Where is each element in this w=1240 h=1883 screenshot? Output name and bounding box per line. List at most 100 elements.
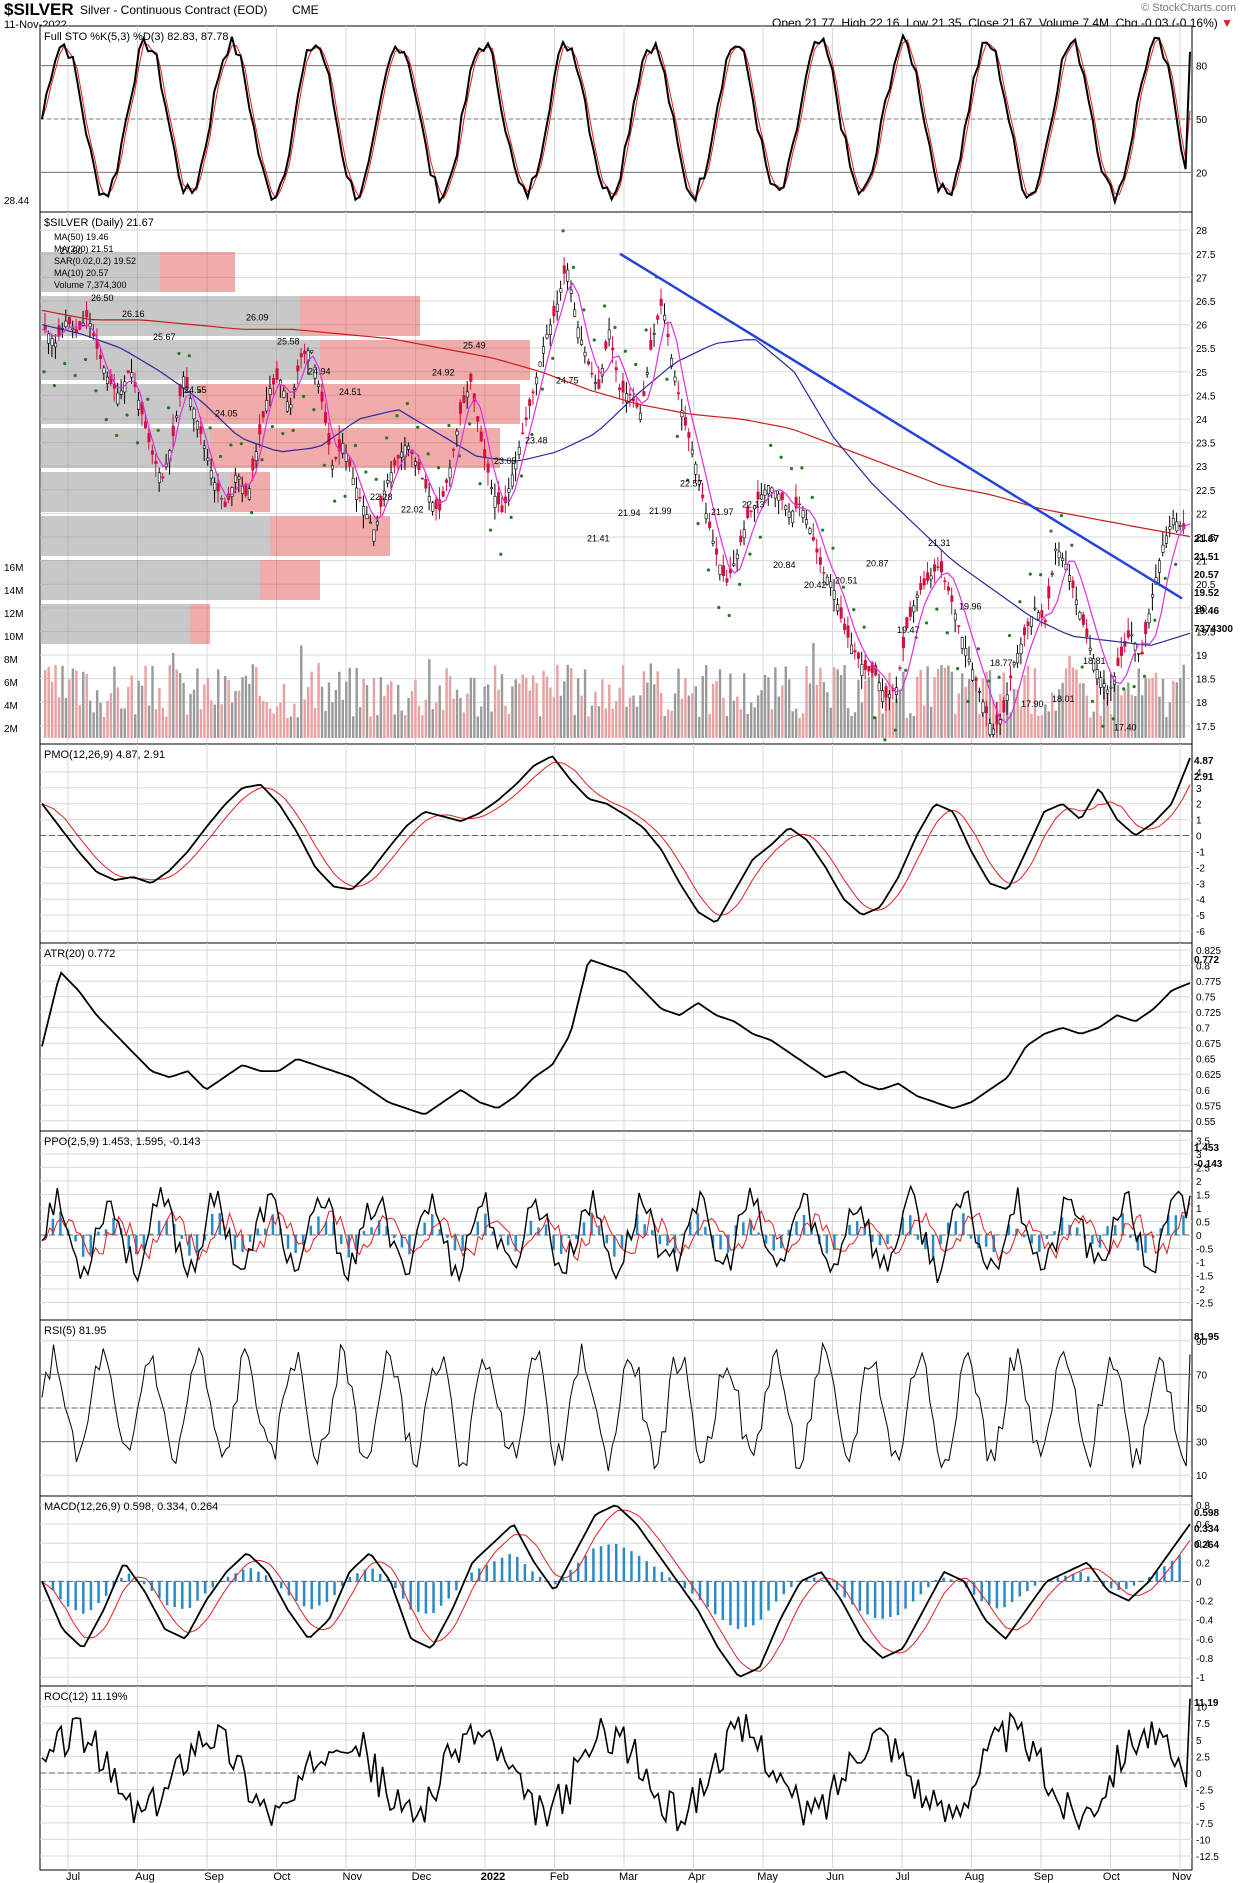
macd-histogram-bar [1132, 1581, 1136, 1586]
volume-bar [874, 716, 877, 738]
atr-tick-label: 0.8 [1196, 962, 1210, 973]
candle-body [334, 456, 338, 459]
macd-histogram-bar [752, 1581, 755, 1626]
volume-bar [673, 693, 677, 738]
candle-body [981, 701, 985, 714]
macd-histogram-bar [295, 1581, 298, 1601]
volume-bar [853, 712, 857, 738]
volume-bar [864, 680, 867, 738]
candle-body [604, 341, 608, 349]
macd-histogram-bar [1064, 1575, 1067, 1582]
volume-bar [348, 667, 351, 738]
macd-right-label: 0.264 [1194, 1540, 1219, 1551]
volume-bar [722, 698, 725, 738]
candle-body [1099, 677, 1103, 688]
candle-body [362, 506, 366, 516]
volume-bar [386, 684, 389, 738]
volume-bar [282, 683, 286, 738]
volume-bar [310, 671, 313, 738]
volume-bar [265, 701, 268, 738]
candle-body [1144, 621, 1148, 635]
price-annotation: 24.92 [432, 368, 455, 378]
candle-body [85, 310, 89, 318]
ppo-histogram-bar [1053, 1231, 1056, 1235]
volume-bar [473, 677, 476, 738]
candle-body [548, 324, 552, 335]
sar-dot [810, 495, 814, 499]
sar-dot [945, 631, 949, 635]
volume-bar [286, 717, 289, 738]
ppo-histogram-bar [833, 1234, 836, 1250]
candle-body [310, 350, 314, 353]
volume-bar [518, 683, 521, 738]
sar-dot [1101, 724, 1105, 728]
candle-body [850, 644, 854, 655]
sar-dot [187, 354, 191, 358]
pmo-title: PMO(12,26,9) 4.87, 2.91 [44, 749, 165, 761]
volume-bar [687, 695, 691, 738]
candle-body [960, 637, 964, 649]
price-tick-label: 23.5 [1196, 439, 1216, 450]
volume-bar [988, 670, 992, 738]
volume-by-price-bar [40, 428, 210, 468]
volume-bar [331, 702, 334, 738]
candle-body [642, 391, 646, 396]
macd-histogram-bar [599, 1546, 603, 1582]
candle-body [770, 487, 774, 493]
volume-bar [403, 715, 407, 738]
candle-body [192, 408, 196, 420]
candle-body [1123, 641, 1127, 647]
candle-body [708, 521, 712, 528]
macd-right-label: 0.598 [1194, 1508, 1219, 1519]
volume-bar [469, 677, 473, 738]
volume-bar [843, 665, 846, 738]
sar-dot [135, 441, 140, 445]
ppo-histogram-bar [719, 1234, 722, 1250]
candle-body [725, 578, 729, 583]
macd-histogram-bar [927, 1581, 930, 1588]
macd-histogram-bar [713, 1581, 717, 1615]
bottom-month-label: 2022 [481, 1871, 505, 1883]
volume-bar [528, 690, 531, 738]
price-right-label: 20.57 [1194, 570, 1219, 581]
candle-body [898, 667, 902, 669]
volume-bar [1044, 704, 1047, 738]
volume-bar [718, 669, 722, 738]
ppo-histogram-bar [605, 1234, 609, 1244]
candle-body [950, 595, 954, 602]
candle-body [1005, 694, 1009, 701]
macd-histogram-bar [835, 1581, 839, 1591]
ppo-histogram-bar [764, 1234, 768, 1244]
volume-bar [659, 692, 663, 738]
candle-body [766, 485, 770, 495]
price-tick-label: 24 [1196, 415, 1208, 426]
sar-dot [821, 528, 825, 532]
price-tick-label: 27 [1196, 273, 1208, 284]
volume-bar [203, 684, 206, 738]
macd-histogram-bar [660, 1571, 664, 1582]
volume-bar [621, 665, 625, 738]
price-tick-label: 19.5 [1196, 627, 1216, 638]
sar-dot [976, 647, 980, 651]
candle-body [915, 594, 919, 598]
candle-body [216, 483, 220, 492]
trendline [619, 252, 1183, 600]
stochastic-tick-label: 80 [1196, 62, 1208, 73]
ppo-histogram-bar [1167, 1215, 1170, 1235]
volume-bar [230, 702, 234, 738]
candle-body [535, 377, 539, 385]
candle-body [178, 384, 182, 397]
candle-body [659, 298, 663, 306]
volume-bar [410, 691, 414, 738]
price-tick-label: 18.5 [1196, 675, 1216, 686]
ppo-histogram-bar [787, 1229, 791, 1235]
candle-body [1168, 526, 1172, 530]
volume-bar [365, 685, 369, 738]
candle-body [1106, 689, 1110, 694]
volume-bar [320, 686, 324, 738]
candle-body [704, 513, 708, 520]
macd-histogram-bar [356, 1573, 359, 1582]
ppo-histogram-bar [1060, 1217, 1064, 1235]
volume-bar [196, 668, 199, 738]
volume-bar [670, 710, 673, 738]
